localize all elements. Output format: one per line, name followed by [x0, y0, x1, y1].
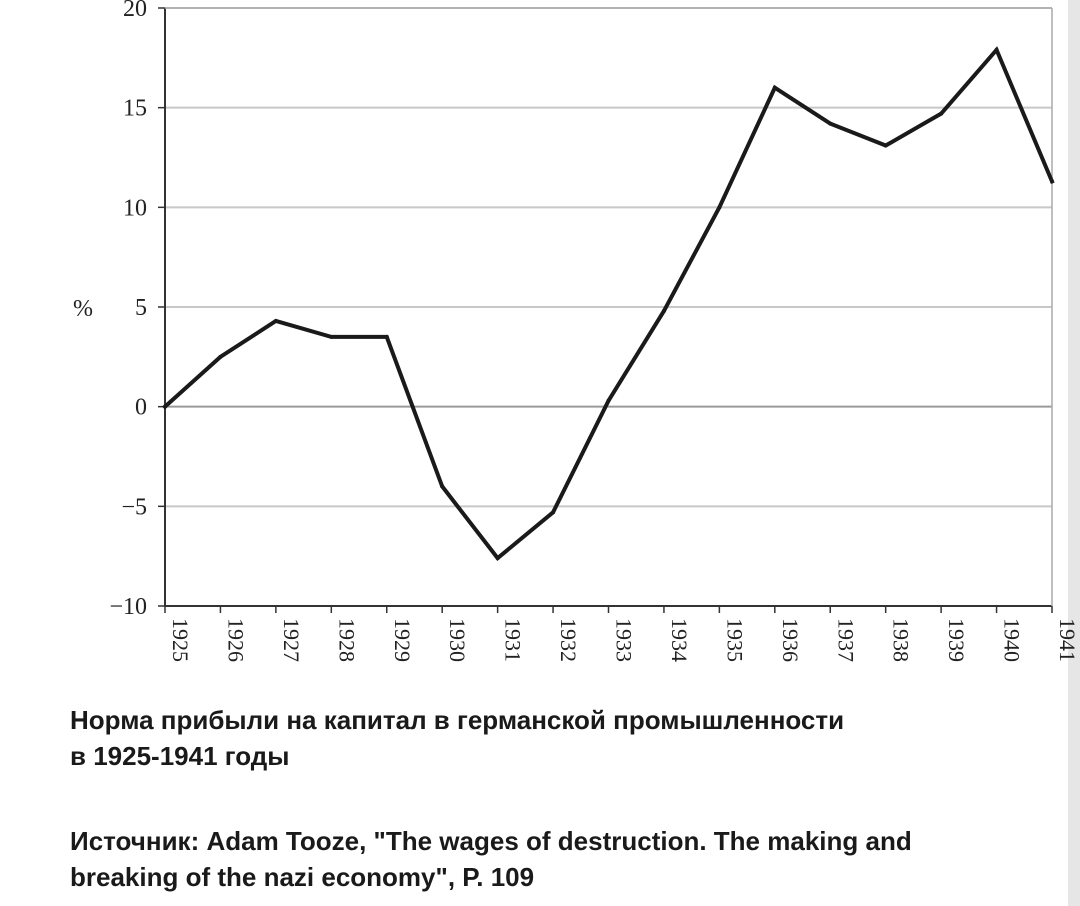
y-axis-ticks: 20 15 10 5 0 −5 −10 [109, 0, 165, 620]
data-point-1927 [273, 318, 278, 323]
series-line [162, 46, 1055, 562]
x-tick-label: 1940 [1000, 618, 1025, 662]
source-line-1: Источник: Adam Tooze, "The wages of dest… [70, 826, 912, 856]
x-tick-label: 1926 [223, 618, 248, 662]
y-tick-label: 20 [123, 0, 147, 22]
y-tick-label: 0 [135, 395, 147, 421]
x-tick-label: 1939 [944, 618, 969, 662]
x-tick-label: 1928 [334, 618, 359, 662]
data-point-1935 [717, 205, 722, 210]
series [162, 46, 1055, 562]
x-tick-label: 1929 [390, 618, 415, 662]
data-point-1941 [1050, 179, 1054, 184]
caption-title-line-2: в 1925-1941 годы [70, 741, 290, 771]
data-point-1937 [828, 121, 833, 126]
data-point-1939 [939, 111, 944, 116]
data-point-1931 [495, 556, 500, 561]
x-tick-label: 1936 [778, 618, 803, 662]
x-tick-label: 1941 [1055, 618, 1080, 662]
y-axis-label: % [73, 296, 93, 322]
caption-title-line-1: Норма прибыли на капитал в германской пр… [70, 705, 845, 735]
x-tick-label: 1930 [445, 618, 470, 662]
x-tick-label: 1938 [889, 618, 914, 662]
x-tick-label: 1931 [501, 618, 526, 662]
data-point-1934 [661, 308, 666, 313]
y-tick-label: 10 [123, 195, 147, 221]
data-point-1936 [772, 85, 777, 90]
data-point-1928 [329, 334, 334, 339]
y-tick-label: 15 [123, 96, 147, 122]
x-tick-label: 1932 [556, 618, 581, 662]
data-point-1940 [994, 47, 999, 52]
data-point-1933 [606, 398, 611, 403]
y-tick-label: 5 [135, 295, 147, 321]
x-tick-label: 1925 [168, 618, 193, 662]
x-tick-label: 1935 [722, 618, 747, 662]
source-note: Источник: Adam Tooze, "The wages of dest… [70, 823, 1050, 895]
source-line-2: breaking of the nazi economy", P. 109 [70, 862, 535, 892]
page-edge [1068, 0, 1080, 906]
data-point-1929 [384, 334, 389, 339]
grid-lines [165, 7, 1052, 508]
x-axis-ticks: 1925 1926 1927 1928 1929 1930 1931 1932 1933 1934… [164, 606, 1080, 662]
x-tick-label: 1937 [833, 618, 858, 662]
y-tick-label: −10 [109, 594, 147, 620]
x-tick-label: 1934 [667, 618, 692, 662]
y-tick-label: −5 [121, 494, 147, 520]
x-tick-label: 1927 [279, 618, 304, 662]
x-tick-label: 1933 [612, 618, 637, 662]
data-point-1930 [440, 484, 445, 489]
data-point-1926 [218, 354, 223, 359]
figure-caption: Норма прибыли на капитал в германской пр… [70, 702, 1050, 774]
data-point-1925 [163, 404, 167, 409]
data-point-1938 [883, 143, 888, 148]
data-point-1932 [551, 510, 556, 515]
